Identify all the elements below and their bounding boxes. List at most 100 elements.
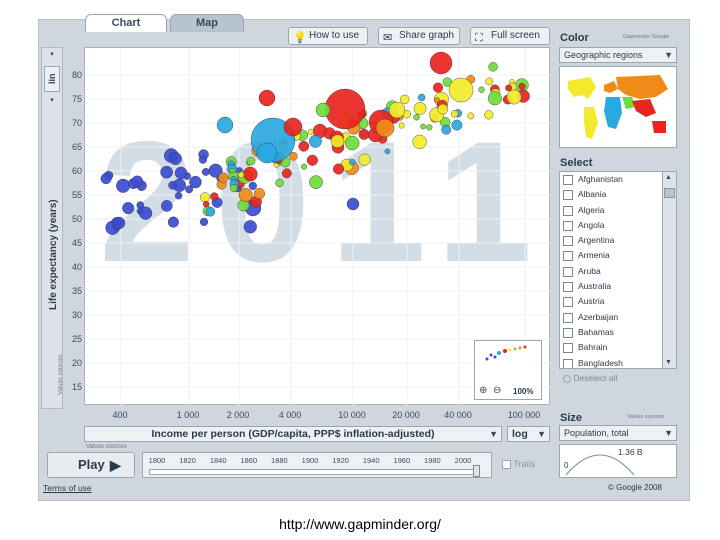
country-bubble[interactable]	[242, 166, 258, 182]
country-list-item[interactable]: Austria	[560, 294, 676, 309]
country-checkbox[interactable]	[563, 327, 573, 338]
country-checkbox[interactable]	[563, 190, 573, 201]
country-bubble[interactable]	[330, 134, 345, 148]
country-checkbox[interactable]	[563, 220, 573, 231]
country-checkbox[interactable]	[563, 297, 573, 308]
country-bubble[interactable]	[216, 116, 234, 134]
mini-overview[interactable]: ⊕ ⊖ 100%	[474, 340, 542, 400]
zoom-out-icon[interactable]: ⊖	[493, 385, 502, 396]
country-bubble[interactable]	[485, 77, 494, 86]
country-bubble[interactable]	[429, 51, 453, 75]
country-list-item[interactable]: Armenia	[560, 248, 676, 263]
country-checkbox[interactable]	[563, 236, 573, 247]
scroll-up-icon[interactable]: ▲	[665, 174, 672, 181]
size-select[interactable]: Population, total ▼	[559, 425, 677, 441]
country-bubble[interactable]	[467, 112, 475, 120]
country-bubble[interactable]	[275, 178, 284, 188]
country-bubble[interactable]	[258, 89, 276, 107]
country-bubble[interactable]	[301, 163, 308, 170]
country-bubble[interactable]	[358, 129, 370, 140]
color-credit[interactable]: Gapminder Google	[623, 34, 670, 40]
country-bubble[interactable]	[437, 103, 449, 115]
country-bubble[interactable]	[450, 110, 459, 118]
country-bubble[interactable]	[412, 134, 427, 149]
country-bubble[interactable]	[100, 173, 112, 185]
tab-map[interactable]: Map	[170, 14, 244, 32]
x-axis-indicator-select[interactable]: Income per person (GDP/capita, PPP$ infl…	[84, 426, 502, 442]
country-bubble[interactable]	[131, 175, 144, 188]
country-bubble[interactable]	[208, 163, 223, 178]
x-scale-select[interactable]: log ▼	[507, 426, 550, 442]
country-bubble[interactable]	[346, 197, 360, 211]
country-bubble[interactable]	[413, 102, 427, 115]
share-graph-button[interactable]: ✉ Share graph	[378, 27, 460, 45]
country-bubble[interactable]	[174, 191, 183, 200]
country-checkbox[interactable]	[563, 282, 573, 293]
country-bubble[interactable]	[253, 188, 266, 200]
country-checkbox[interactable]	[563, 251, 573, 262]
deselect-all-button[interactable]: Deselect all	[563, 373, 617, 383]
country-bubble[interactable]	[198, 155, 208, 164]
country-bubble[interactable]	[189, 175, 202, 189]
zoom-in-icon[interactable]: ⊕	[479, 385, 488, 396]
country-bubble[interactable]	[160, 165, 173, 179]
country-bubble[interactable]	[112, 216, 126, 230]
country-list-scrollbar[interactable]: ▲ ▼	[662, 172, 676, 368]
country-bubble[interactable]	[309, 175, 323, 189]
country-bubble[interactable]	[434, 97, 440, 103]
country-bubble[interactable]	[420, 123, 426, 130]
terms-of-use-link[interactable]: Terms of use	[43, 483, 92, 493]
country-bubble[interactable]	[201, 168, 210, 176]
country-bubble[interactable]	[388, 101, 406, 119]
country-bubble[interactable]	[384, 148, 391, 155]
country-bubble[interactable]	[174, 166, 188, 180]
country-bubble[interactable]	[375, 118, 395, 138]
country-list-item[interactable]: Azerbaijan	[560, 310, 676, 325]
country-bubble[interactable]	[315, 102, 331, 118]
country-bubble[interactable]	[400, 94, 410, 105]
scroll-thumb[interactable]	[664, 188, 675, 198]
country-list-item[interactable]: Afghanistan	[560, 172, 676, 187]
country-bubble[interactable]	[478, 86, 485, 93]
country-bubble[interactable]	[283, 117, 303, 137]
y-scale-arrow[interactable]: ▾	[50, 51, 54, 58]
bubble-chart-area[interactable]: 2011	[84, 47, 551, 406]
country-list-item[interactable]: Bangladesh	[560, 356, 676, 368]
country-bubble[interactable]	[324, 88, 366, 130]
country-bubble[interactable]	[138, 206, 153, 220]
country-bubble[interactable]	[307, 128, 314, 135]
country-bubble[interactable]	[417, 93, 426, 102]
country-list-item[interactable]: Australia	[560, 279, 676, 294]
country-bubble[interactable]	[413, 113, 420, 121]
country-bubble[interactable]	[248, 181, 257, 191]
country-bubble[interactable]	[122, 202, 135, 215]
tab-chart[interactable]: Chart	[85, 14, 167, 32]
scroll-down-icon[interactable]: ▼	[665, 359, 672, 366]
y-axis-arrow[interactable]: ▾	[50, 97, 54, 104]
country-bubble[interactable]	[306, 154, 318, 166]
size-credit[interactable]: Values sources	[627, 414, 665, 420]
country-bubble[interactable]	[349, 158, 356, 166]
color-select[interactable]: Geographic regions ▼	[559, 47, 677, 63]
country-list-item[interactable]: Algeria	[560, 203, 676, 218]
country-list-item[interactable]: Aruba	[560, 264, 676, 279]
country-bubble[interactable]	[308, 134, 322, 148]
full-screen-button[interactable]: ⛶ Full screen	[470, 27, 550, 45]
country-bubble[interactable]	[243, 220, 257, 234]
country-bubble[interactable]	[205, 206, 216, 217]
play-button[interactable]: Play ▶	[47, 452, 135, 478]
country-bubble[interactable]	[448, 77, 474, 103]
country-bubble[interactable]	[298, 141, 310, 152]
country-bubble[interactable]	[167, 216, 179, 228]
country-bubble[interactable]	[199, 217, 209, 227]
country-bubble[interactable]	[451, 119, 463, 131]
country-bubble[interactable]	[505, 84, 512, 92]
country-bubble[interactable]	[358, 153, 371, 166]
size-legend[interactable]: 1.36 B 0	[559, 444, 677, 478]
country-list-item[interactable]: Bahrain	[560, 340, 676, 355]
bubbles-layer[interactable]	[85, 48, 551, 406]
country-list-item[interactable]: Bahamas	[560, 325, 676, 340]
x-values-sources[interactable]: Values sources	[86, 444, 127, 450]
country-list[interactable]: Afghanistan Albania Algeria Angola Argentina…	[559, 171, 677, 369]
country-list-item[interactable]: Argentina	[560, 233, 676, 248]
